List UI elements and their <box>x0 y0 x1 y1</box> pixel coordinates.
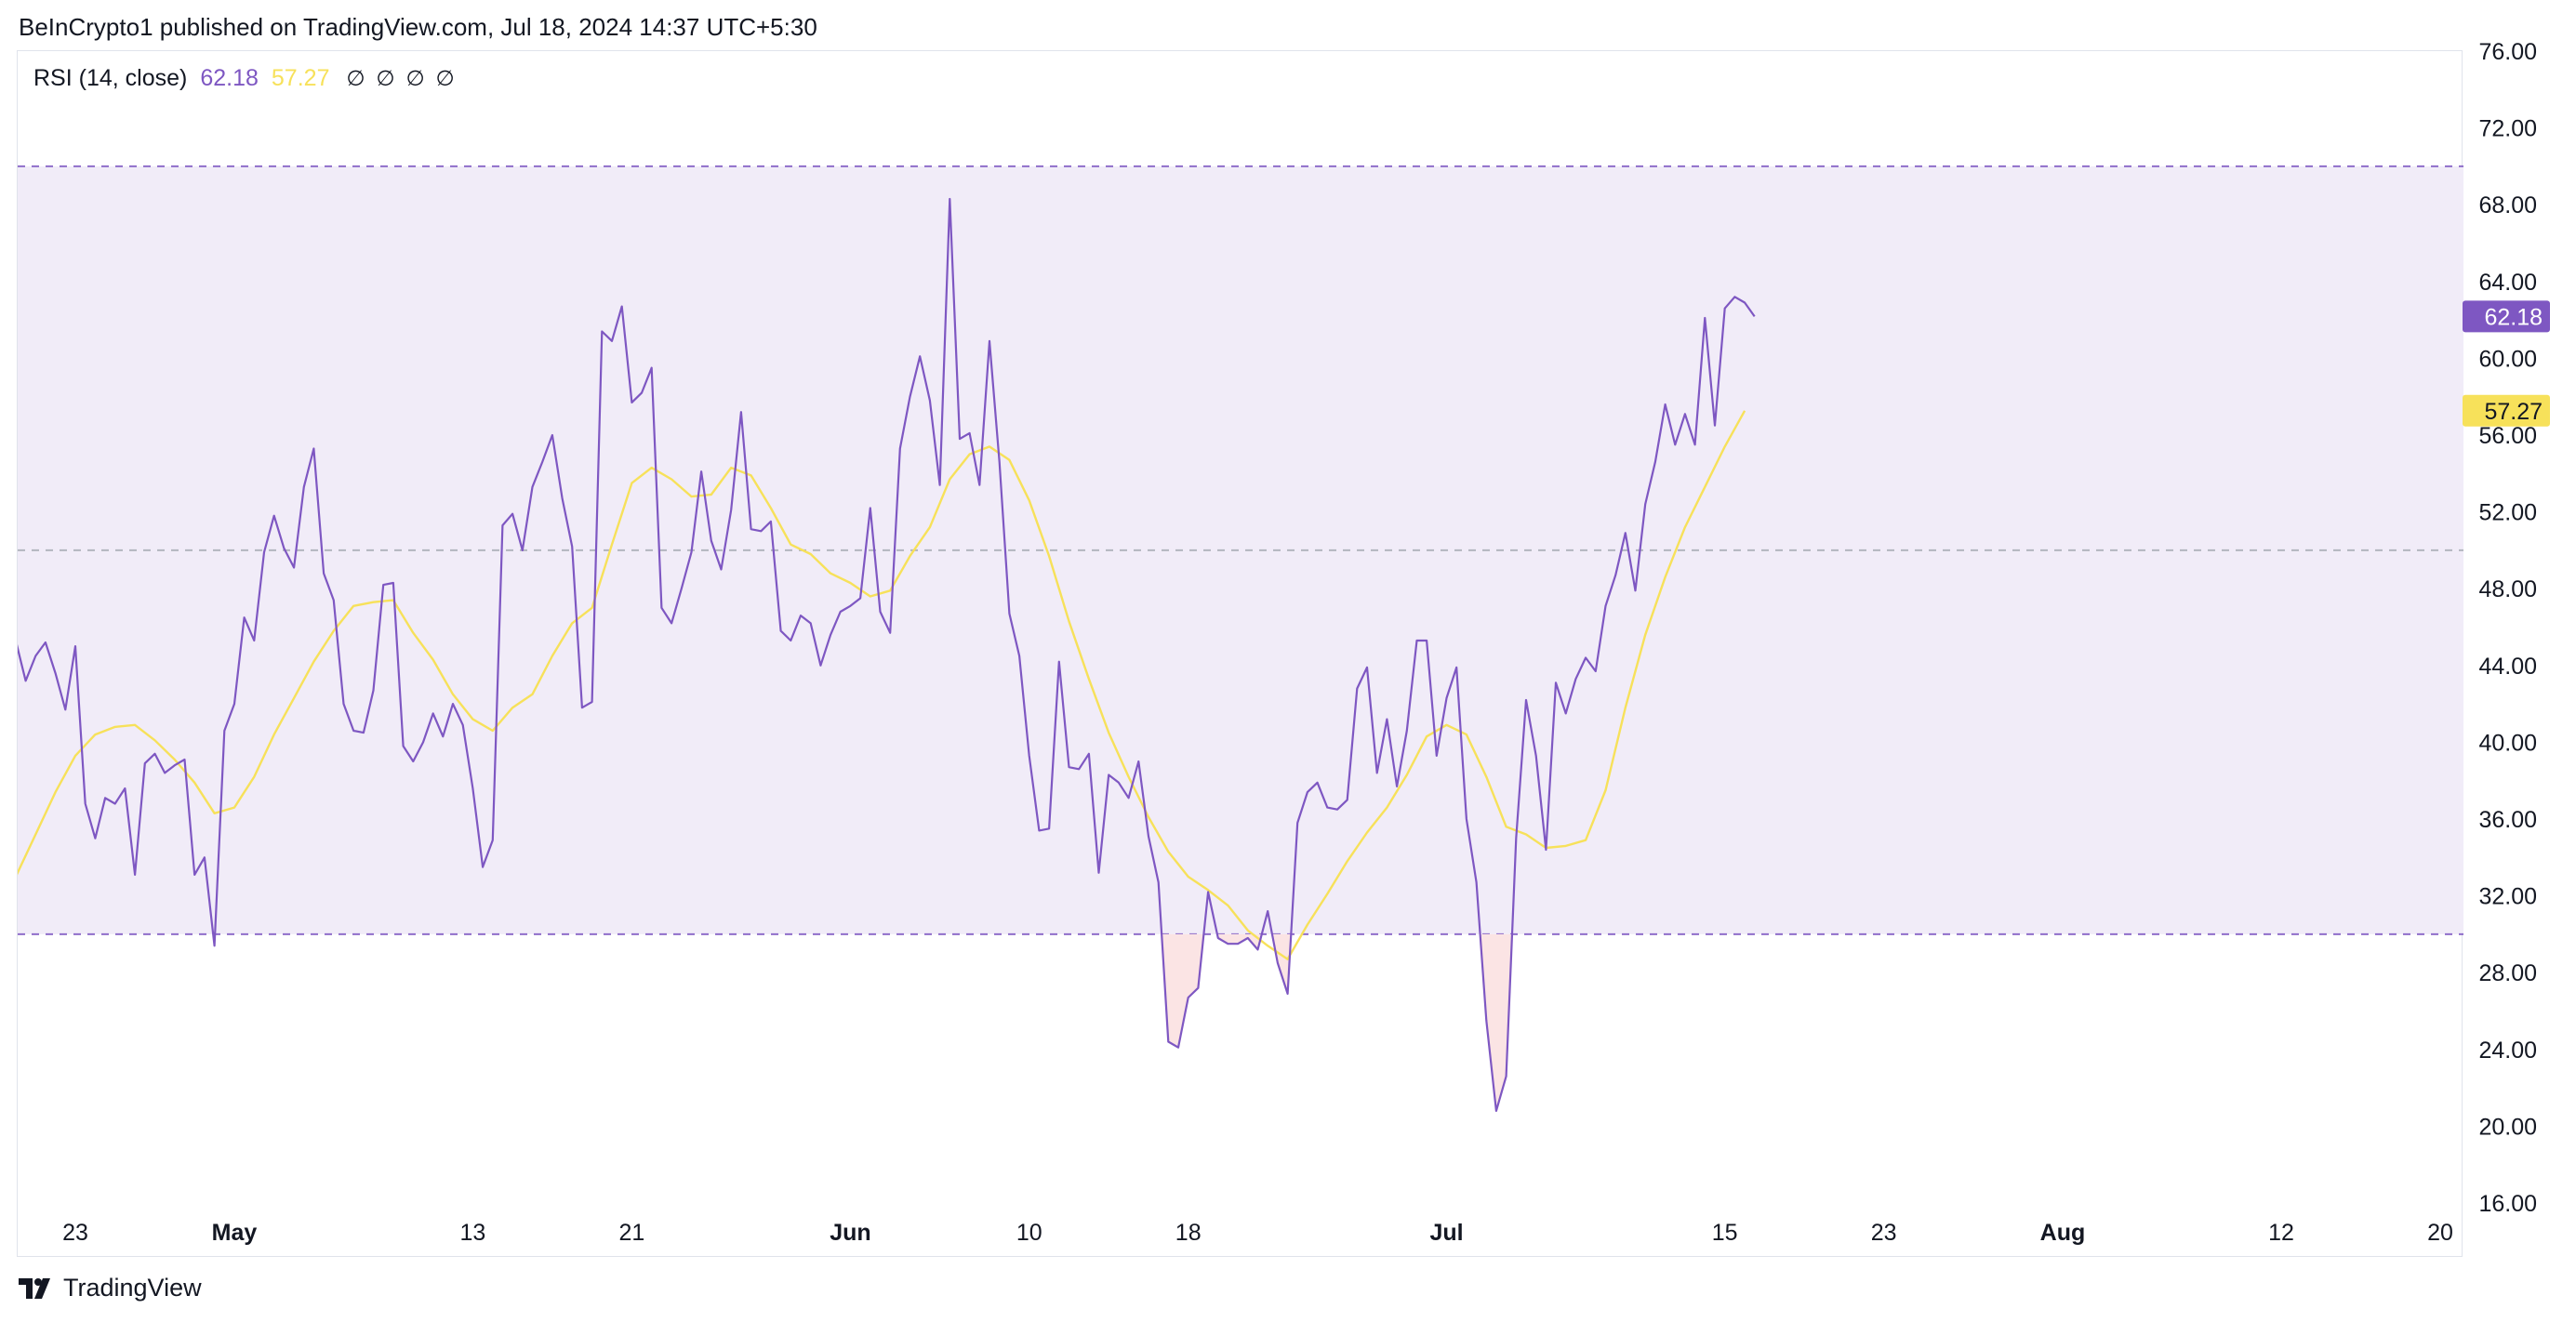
oversold-fills <box>213 933 1512 1111</box>
rsi-line <box>18 197 1756 1112</box>
rsi-bands <box>18 165 2463 935</box>
rsi-ma-last-value-label-text: 57.27 <box>2484 399 2543 425</box>
y-tick-label: 16.00 <box>2478 1191 2537 1217</box>
rsi-ma-last-value-label-box <box>2463 394 2550 427</box>
x-tick-label: 15 <box>1712 1220 1738 1246</box>
y-tick-label: 20.00 <box>2478 1114 2537 1140</box>
indicator-legend[interactable]: RSI (14, close) 62.18 57.27 ∅ ∅ ∅ ∅ <box>33 65 466 92</box>
x-tick-label: 20 <box>2427 1220 2453 1246</box>
na-value: ∅ <box>376 66 395 90</box>
na-value: ∅ <box>346 66 365 90</box>
oversold-area <box>1271 933 1292 994</box>
y-tick-label: 24.00 <box>2478 1038 2537 1064</box>
y-tick-label: 72.00 <box>2478 116 2537 142</box>
rsi-legend-value: 62.18 <box>200 65 259 91</box>
last-value-labels: 62.18 57.27 <box>2463 300 2550 427</box>
x-tick-label: Aug <box>2040 1220 2086 1246</box>
y-tick-label: 36.00 <box>2478 807 2537 833</box>
rsi-ma-line <box>18 410 1746 960</box>
y-tick-label: 28.00 <box>2478 960 2537 986</box>
brand-name: TradingView <box>63 1274 202 1302</box>
y-tick-label: 40.00 <box>2478 730 2537 756</box>
rsi-last-value-label-box <box>2463 300 2550 333</box>
y-tick-label: 76.00 <box>2478 39 2537 65</box>
y-tick-label: 60.00 <box>2478 346 2537 372</box>
x-tick-label: 23 <box>1871 1220 1897 1246</box>
tradingview-logo-icon <box>19 1277 50 1299</box>
x-tick-label: Jul <box>1429 1220 1463 1246</box>
oversold-area <box>1480 933 1512 1111</box>
rsi-last-value-label: 62.18 <box>2463 300 2550 333</box>
y-tick-label: 68.00 <box>2478 192 2537 218</box>
y-tick-label: 52.00 <box>2478 500 2537 526</box>
x-tick-label: 23 <box>62 1220 88 1246</box>
y-tick-label: 32.00 <box>2478 884 2537 910</box>
y-tick-label: 44.00 <box>2478 654 2537 680</box>
x-tick-label: Jun <box>830 1220 870 1246</box>
y-tick-label: 64.00 <box>2478 270 2537 296</box>
x-axis[interactable]: 23 May 13 21 Jun 10 18 Jul 15 23 Aug 12 20 <box>62 1220 2453 1246</box>
y-tick-label: 48.00 <box>2478 576 2537 602</box>
indicator-name: RSI (14, close) <box>33 65 188 91</box>
rsi-ma-legend-value: 57.27 <box>271 65 330 91</box>
x-tick-label: 18 <box>1175 1220 1202 1246</box>
series-lines <box>18 197 1756 1112</box>
x-tick-label: 21 <box>618 1220 644 1246</box>
tradingview-brand[interactable]: TradingView <box>19 1274 202 1302</box>
rsi-ma-last-value-label: 57.27 <box>2463 394 2550 427</box>
x-tick-label: 13 <box>459 1220 485 1246</box>
x-tick-label: May <box>212 1220 258 1246</box>
na-value: ∅ <box>435 66 455 90</box>
oversold-area <box>1162 933 1204 1048</box>
y-axis[interactable]: 76.00 72.00 68.00 64.00 60.00 56.00 52.00 48.00… <box>2478 39 2537 1217</box>
rsi-last-value-label-text: 62.18 <box>2484 304 2543 330</box>
y-tick-label: 56.00 <box>2478 423 2537 449</box>
x-tick-label: 10 <box>1016 1220 1042 1246</box>
x-tick-label: 12 <box>2268 1220 2294 1246</box>
attribution-text: BeInCrypto1 published on TradingView.com… <box>19 13 817 41</box>
na-value: ∅ <box>405 66 425 90</box>
